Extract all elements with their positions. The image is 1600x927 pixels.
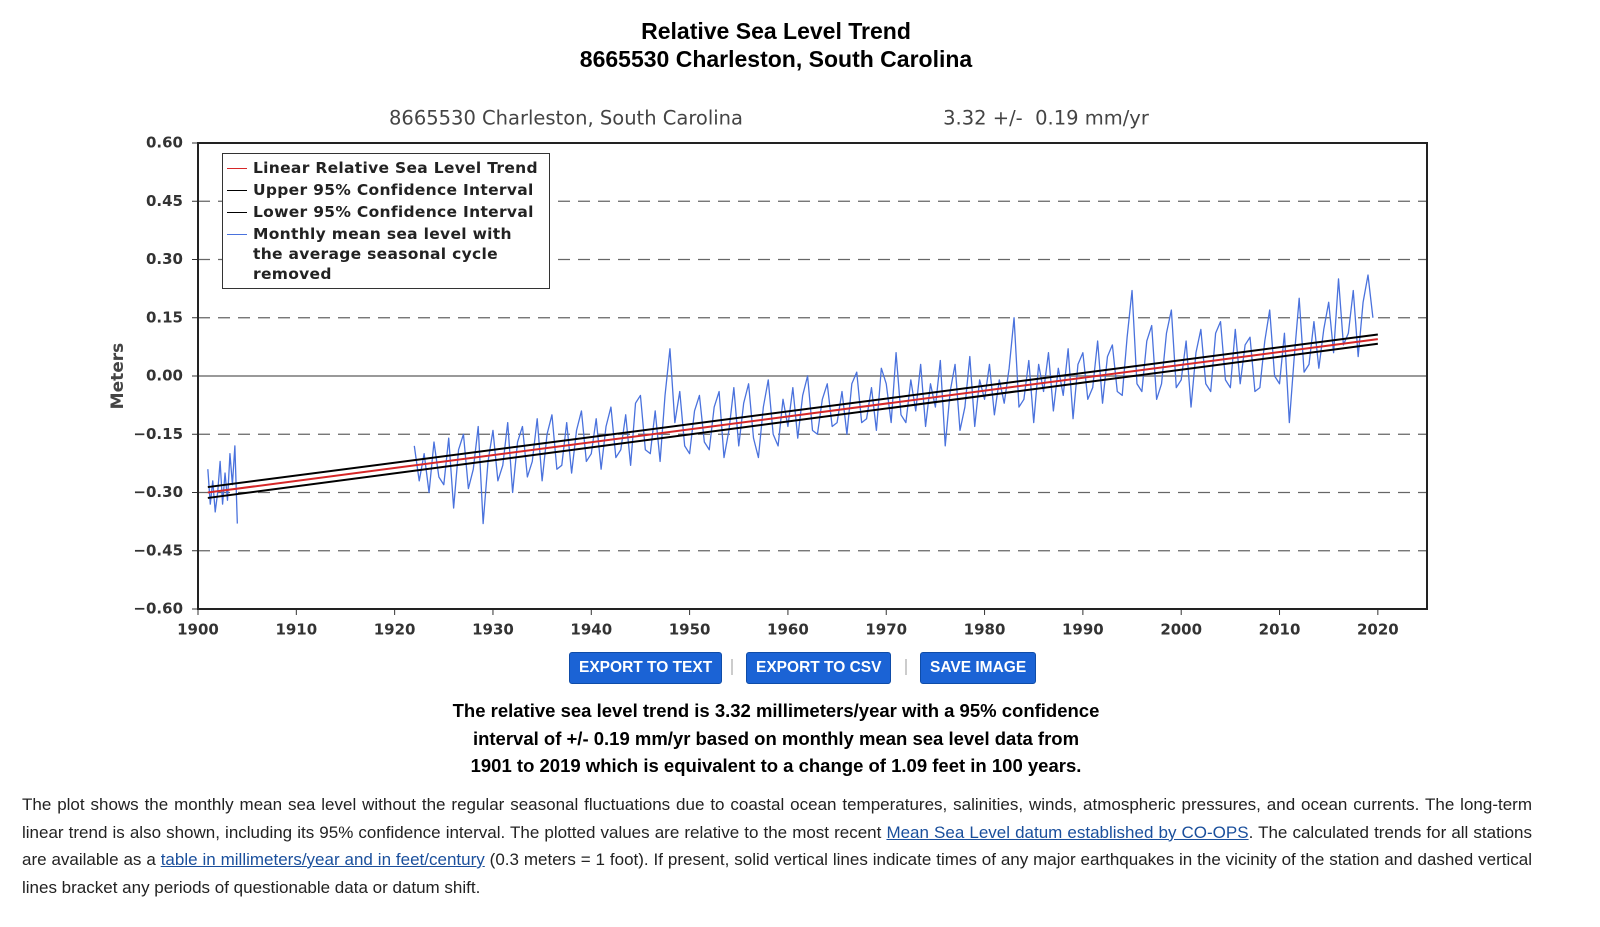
- series-line: [207, 274, 1374, 525]
- chart: 8665530 Charleston, South Carolina 3.32 …: [108, 107, 1428, 639]
- export-csv-button[interactable]: EXPORT TO CSV: [746, 652, 892, 684]
- series-line: [207, 342, 1378, 499]
- x-tick-label: 2000: [1160, 621, 1202, 639]
- summary-line: The relative sea level trend is 3.32 mil…: [452, 700, 1100, 721]
- legend-label: Upper 95% Confidence Interval: [253, 181, 534, 199]
- y-tick-label: −0.15: [133, 425, 183, 443]
- legend: Linear Relative Sea Level Trend Upper 95%…: [222, 153, 550, 289]
- legend-label: Lower 95% Confidence Interval: [253, 203, 534, 221]
- legend-label: Linear Relative Sea Level Trend: [253, 159, 538, 177]
- datum-link[interactable]: Mean Sea Level datum established by CO-O…: [886, 822, 1249, 842]
- x-tick-label: 1950: [669, 621, 711, 639]
- page-subtitle: 8665530 Charleston, South Carolina: [579, 46, 973, 72]
- x-tick-label: 1980: [964, 621, 1006, 639]
- chart-subtitle: 3.32 +/- 0.19 mm/yr: [943, 107, 1150, 130]
- save-image-button[interactable]: SAVE IMAGE: [920, 652, 1037, 684]
- x-tick-label: 1920: [374, 621, 416, 639]
- summary-line: 1901 to 2019 which is equivalent to a ch…: [470, 755, 1082, 776]
- y-tick-label: 0.45: [146, 192, 183, 210]
- legend-swatch: [227, 212, 247, 213]
- plot-frame: [197, 142, 1428, 610]
- series-line: [207, 333, 1378, 489]
- x-tick-label: 1930: [472, 621, 514, 639]
- legend-swatch: [227, 190, 247, 191]
- legend-entry: Upper 95% Confidence Interval: [227, 180, 545, 200]
- legend-entry: Monthly mean sea level with the average …: [227, 224, 545, 284]
- y-tick-label: 0.30: [146, 250, 183, 268]
- y-tick-label: 0.60: [146, 134, 183, 152]
- legend-label: Monthly mean sea level with the average …: [253, 225, 512, 283]
- x-tick-label: 1990: [1062, 621, 1104, 639]
- x-tick-label: 2010: [1259, 621, 1301, 639]
- y-tick-label: 0.15: [146, 308, 183, 326]
- x-tick-label: 2020: [1357, 621, 1399, 639]
- x-tick-label: 1910: [275, 621, 317, 639]
- x-tick-label: 1970: [865, 621, 907, 639]
- y-tick-label: −0.30: [133, 483, 183, 501]
- legend-entry: Lower 95% Confidence Interval: [227, 202, 545, 222]
- x-tick-label: 1960: [767, 621, 809, 639]
- summary: The relative sea level trend is 3.32 mil…: [0, 697, 1552, 780]
- export-text-button[interactable]: EXPORT TO TEXT: [569, 652, 723, 684]
- y-tick-label: −0.60: [133, 600, 183, 618]
- description: The plot shows the monthly mean sea leve…: [22, 791, 1532, 901]
- summary-line: interval of +/- 0.19 mm/yr based on mont…: [472, 727, 1080, 749]
- y-axis-label: Meters: [108, 343, 128, 410]
- y-tick-label: 0.00: [146, 367, 183, 385]
- legend-swatch: [227, 234, 247, 235]
- y-tick-label: −0.45: [133, 541, 183, 559]
- x-tick-label: 1900: [177, 621, 219, 639]
- button-separators: [731, 659, 907, 675]
- page-title: Relative Sea Level Trend: [641, 18, 911, 44]
- legend-swatch: [227, 168, 247, 169]
- series-line: [207, 338, 1378, 494]
- description-text: . The calculated trends for all stations…: [22, 822, 1532, 870]
- description-text: The plot shows the monthly mean sea leve…: [22, 795, 1532, 842]
- trends-table-link[interactable]: table in millimeters/year and in feet/ce…: [160, 850, 485, 869]
- chart-title: 8665530 Charleston, South Carolina: [389, 107, 743, 130]
- x-tick-label: 1940: [570, 621, 612, 639]
- description-text: (0.3 meters = 1 foot). If present, solid…: [22, 850, 1532, 897]
- legend-entry: Linear Relative Sea Level Trend: [227, 158, 545, 178]
